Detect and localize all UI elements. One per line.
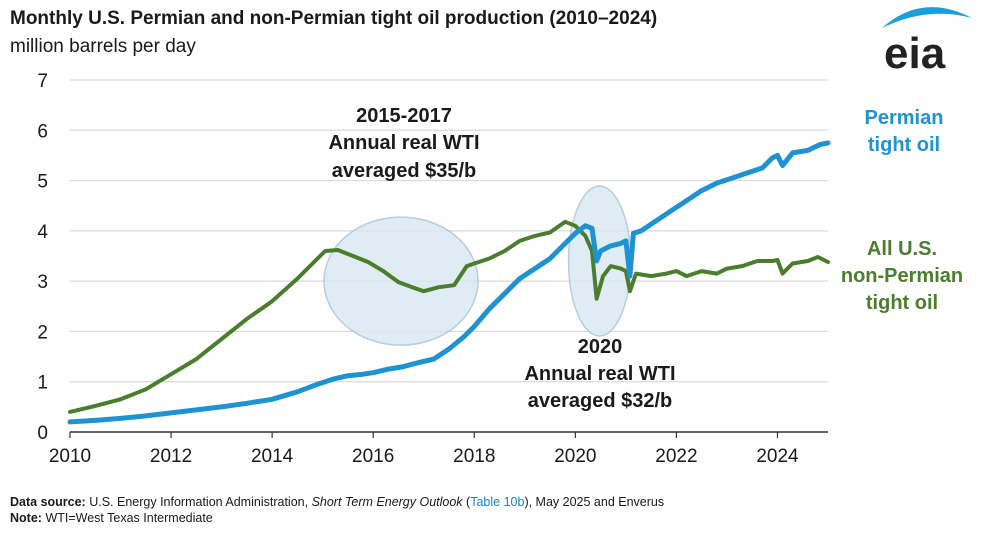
series-line-non-permian xyxy=(68,219,830,414)
y-tick-label: 1 xyxy=(37,373,48,394)
chart-title: Monthly U.S. Permian and non-Permian tig… xyxy=(10,8,658,29)
annotation-2015-line1: 2015-2017 xyxy=(356,105,452,127)
x-tick-label: 2018 xyxy=(453,446,495,467)
x-tick-labels: 2010 2012 2014 2016 2018 2020 2022 2024 xyxy=(49,432,799,467)
x-tick-label: 2020 xyxy=(554,446,596,467)
eia-logo-swoosh xyxy=(882,7,972,28)
data-source-tail: ), May 2025 and Enverus xyxy=(524,495,665,509)
annotation-2020-line1: 2020 xyxy=(578,336,623,358)
y-tick-label: 3 xyxy=(37,272,48,293)
data-source-paren: ( xyxy=(466,495,471,509)
table-10b-link[interactable]: Table 10b xyxy=(470,495,525,509)
note-line: Note: WTI=West Texas Intermediate xyxy=(10,510,664,526)
y-tick-label: 7 xyxy=(37,71,48,92)
series-label-non-permian-line1: All U.S. xyxy=(867,238,937,260)
y-tick-label: 5 xyxy=(37,172,48,193)
y-tick-label: 2 xyxy=(37,322,48,343)
highlight-2020 xyxy=(567,185,632,337)
data-source-line: Data source: U.S. Energy Information Adm… xyxy=(10,494,664,510)
series-label-permian-line2: tight oil xyxy=(868,134,940,156)
x-tick-label: 2016 xyxy=(352,446,394,467)
eia-logo: eia xyxy=(882,7,972,78)
series-line-permian xyxy=(67,140,831,425)
y-tick-labels: 0 1 2 3 4 5 6 7 xyxy=(37,71,48,444)
series-lines xyxy=(67,140,831,425)
note-label: Note: xyxy=(10,511,42,525)
data-source-italic: Short Term Energy Outlook xyxy=(311,495,463,509)
x-tick-label: 2014 xyxy=(251,446,294,467)
note-text: WTI=West Texas Intermediate xyxy=(45,511,213,525)
y-tick-label: 0 xyxy=(37,423,48,444)
x-tick-label: 2012 xyxy=(150,446,192,467)
series-label-non-permian-line3: tight oil xyxy=(866,292,938,314)
x-tick-label: 2010 xyxy=(49,446,91,467)
annotation-2015-line3: averaged $35/b xyxy=(332,160,477,182)
y-tick-label: 6 xyxy=(37,121,48,142)
eia-logo-text: eia xyxy=(884,29,946,78)
x-tick-label: 2022 xyxy=(655,446,697,467)
y-axis-unit-label: million barrels per day xyxy=(10,36,196,57)
data-source-text: U.S. Energy Information Administration, xyxy=(89,495,309,509)
annotation-2020-line2: Annual real WTI xyxy=(524,363,675,385)
series-label-permian-line1: Permian xyxy=(865,107,944,129)
annotation-2020-line3: averaged $32/b xyxy=(528,390,673,412)
chart-canvas: 0 1 2 3 4 5 6 7 2010 2012 2014 2016 2018 2020 2022 202… xyxy=(37,71,963,467)
y-tick-label: 4 xyxy=(37,222,48,243)
series-label-non-permian-line2: non-Permian xyxy=(841,265,963,287)
annotation-2015-line2: Annual real WTI xyxy=(328,132,479,154)
x-tick-label: 2024 xyxy=(756,446,799,467)
data-source-label: Data source: xyxy=(10,495,86,509)
footer: Data source: U.S. Energy Information Adm… xyxy=(10,494,664,526)
